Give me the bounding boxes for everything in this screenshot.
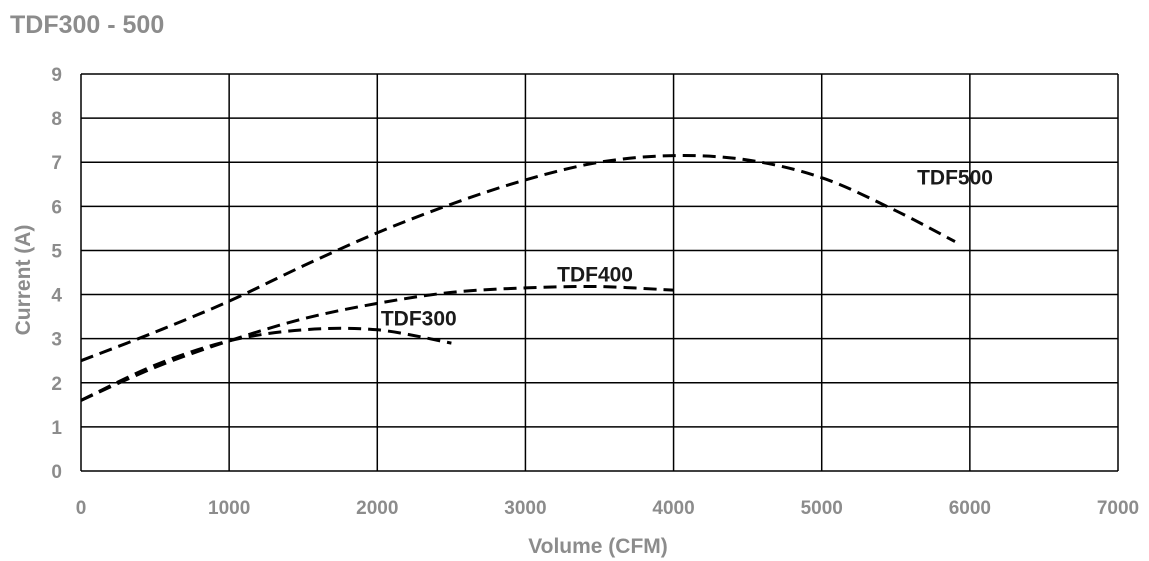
y-tick-label: 9 — [51, 65, 62, 86]
series-line-tdf300 — [80, 326, 452, 402]
x-tick-label: 1000 — [208, 498, 250, 519]
x-tick-label: 5000 — [801, 498, 843, 519]
x-tick-label: 6000 — [949, 498, 991, 519]
series-line-tdf500 — [80, 154, 956, 363]
y-tick-label: 1 — [51, 418, 62, 439]
x-tick-label: 2000 — [356, 498, 398, 519]
series-labels: TDF300 TDF400 TDF500 — [381, 166, 993, 330]
y-tick-label: 7 — [51, 153, 62, 174]
y-axis-label: Current (A) — [12, 225, 35, 336]
y-tick-label: 3 — [51, 330, 62, 351]
series-line-tdf400 — [80, 284, 674, 402]
y-tick-label: 2 — [51, 374, 62, 395]
series-label-tdf400: TDF400 — [557, 263, 633, 286]
series-label-tdf300: TDF300 — [381, 307, 457, 330]
chart-title: TDF300 - 500 — [10, 11, 164, 39]
y-tick-label: 5 — [51, 241, 62, 262]
x-tick-label: 0 — [76, 498, 87, 519]
x-tick-label: 3000 — [504, 498, 546, 519]
y-tick-label: 8 — [51, 109, 62, 130]
y-tick-label: 4 — [51, 286, 62, 307]
y-axis-ticks: 0 1 2 3 4 5 6 7 8 9 — [51, 65, 62, 483]
y-tick-label: 6 — [51, 197, 62, 218]
x-tick-label: 7000 — [1097, 498, 1139, 519]
x-axis-label: Volume (CFM) — [528, 535, 668, 558]
series-label-tdf500: TDF500 — [917, 166, 993, 189]
x-axis-ticks: 0 1000 2000 3000 4000 5000 6000 7000 — [76, 498, 1139, 519]
series-group — [80, 154, 956, 402]
y-tick-label: 0 — [51, 462, 62, 483]
gridlines — [80, 73, 1119, 472]
x-tick-label: 4000 — [652, 498, 694, 519]
